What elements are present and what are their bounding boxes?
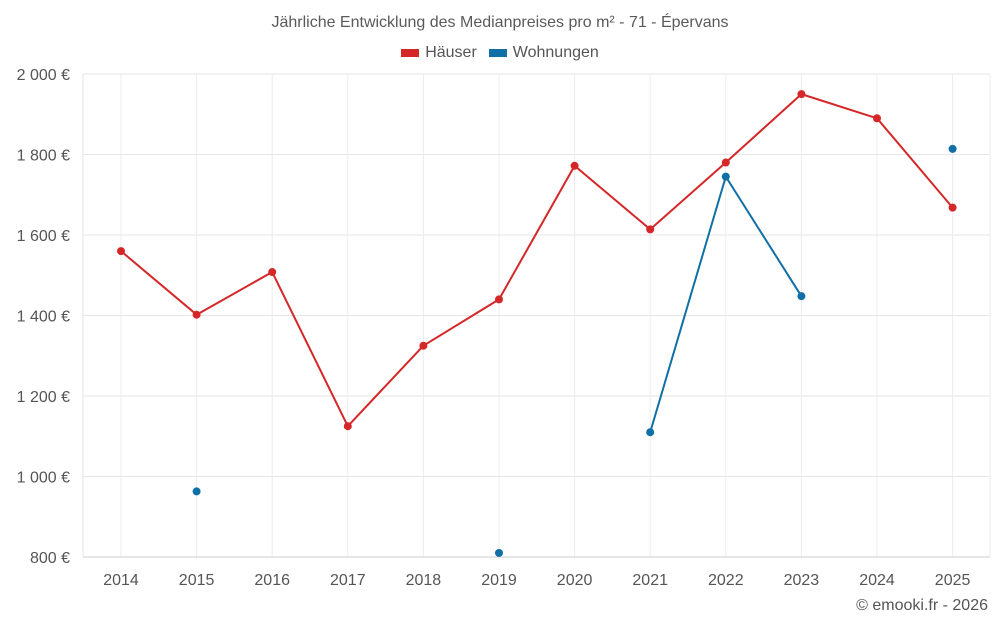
- data-point-wohnungen: [192, 487, 201, 496]
- y-tick-label: 1 800 €: [17, 148, 70, 165]
- x-tick-label: 2016: [254, 572, 290, 589]
- data-point-haeuser: [268, 268, 277, 277]
- legend-item-haeuser[interactable]: Häuser: [401, 44, 477, 62]
- x-tick-label: 2018: [406, 572, 442, 589]
- data-point-haeuser: [495, 295, 503, 304]
- data-point-haeuser: [721, 158, 730, 167]
- legend-swatch-wohnungen: [488, 49, 507, 57]
- x-tick-label: 2017: [330, 572, 366, 589]
- y-tick-label: 1 600 €: [17, 228, 70, 245]
- legend-label-haeuser: Häuser: [425, 44, 477, 61]
- data-point-haeuser: [419, 341, 428, 350]
- x-tick-label: 2024: [859, 572, 895, 589]
- data-point-haeuser: [646, 225, 655, 234]
- x-tick-label: 2020: [557, 572, 593, 589]
- x-tick-label: 2019: [481, 572, 517, 589]
- legend-swatch-haeuser: [401, 49, 420, 57]
- legend-label-wohnungen: Wohnungen: [512, 44, 599, 61]
- data-point-haeuser: [192, 310, 201, 319]
- data-point-haeuser: [570, 161, 579, 170]
- data-point-wohnungen: [646, 428, 655, 437]
- data-point-wohnungen: [797, 292, 806, 301]
- data-point-wohnungen: [495, 548, 503, 557]
- y-tick-label: 1 200 €: [17, 389, 70, 406]
- data-point-haeuser: [873, 114, 881, 123]
- series-line-haeuser: [120, 93, 954, 428]
- x-tick-label: 2015: [179, 572, 215, 589]
- chart-title: Jährliche Entwicklung des Medianpreises …: [271, 14, 729, 31]
- y-tick-label: 800 €: [30, 550, 70, 567]
- legend-item-wohnungen[interactable]: Wohnungen: [488, 44, 599, 62]
- y-tick-label: 2 000 €: [17, 67, 70, 84]
- data-point-haeuser: [948, 203, 957, 212]
- data-point-haeuser: [797, 90, 806, 99]
- x-tick-label: 2025: [935, 572, 971, 589]
- legend: Häuser Wohnungen: [0, 44, 1000, 62]
- x-tick-label: 2021: [632, 572, 668, 589]
- data-point-haeuser: [117, 247, 125, 256]
- credit-text: © emooki.fr - 2026: [856, 597, 988, 614]
- y-tick-label: 1 400 €: [17, 309, 70, 326]
- data-point-haeuser: [343, 422, 352, 431]
- x-tick-label: 2014: [103, 572, 139, 589]
- y-tick-label: 1 000 €: [17, 470, 70, 487]
- data-point-wohnungen: [721, 172, 730, 181]
- x-tick-label: 2023: [784, 572, 820, 589]
- data-point-wohnungen: [948, 144, 957, 153]
- x-tick-label: 2022: [708, 572, 744, 589]
